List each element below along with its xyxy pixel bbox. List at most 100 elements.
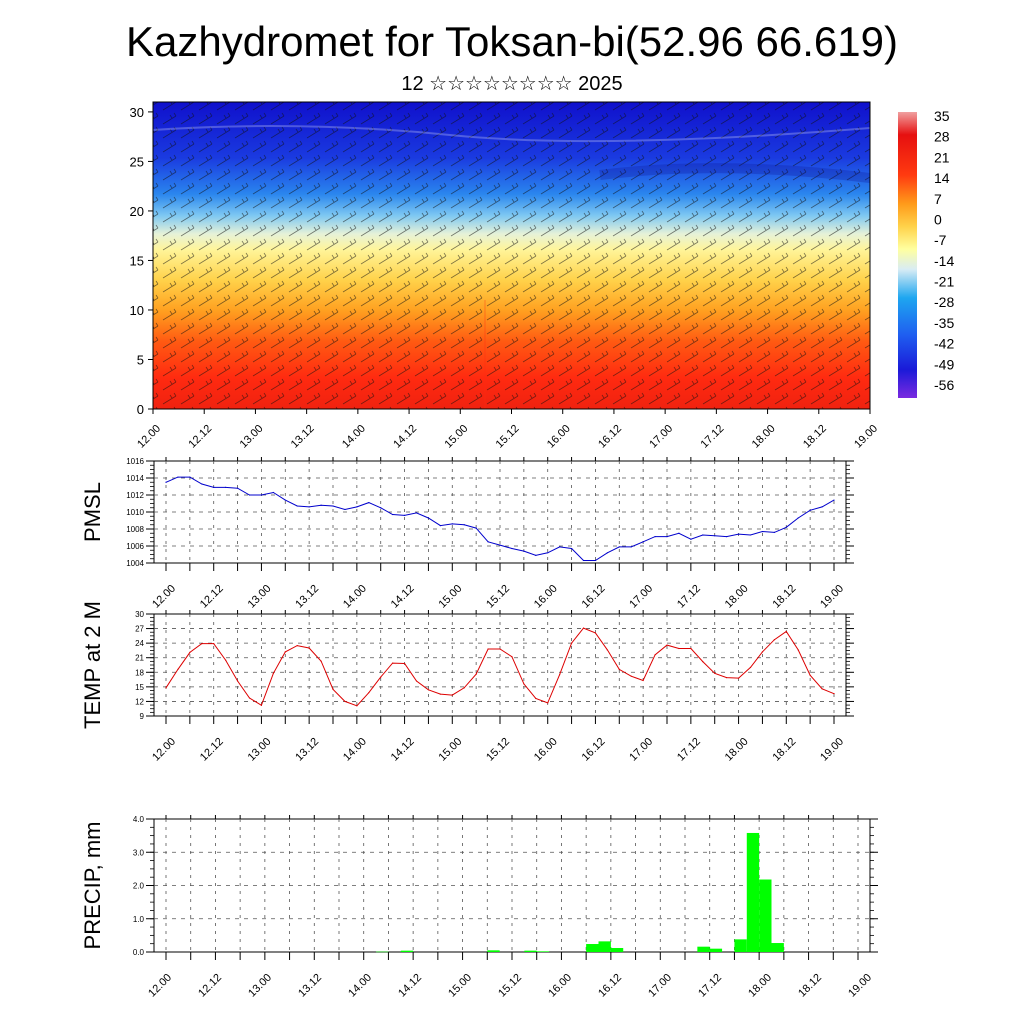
- data-point: [666, 644, 668, 646]
- data-point: [236, 680, 239, 682]
- y-axis-title: TEMP at 2 M: [80, 601, 105, 729]
- data-point: [797, 517, 799, 519]
- data-point: [177, 668, 179, 670]
- x-tick-label: 15.00: [436, 736, 464, 764]
- data-point: [248, 697, 251, 699]
- data-point: [606, 649, 608, 651]
- data-point: [451, 523, 453, 525]
- data-point: [726, 677, 728, 679]
- data-point: [189, 476, 191, 478]
- y-tick-label: 25: [130, 154, 144, 169]
- precip-bar: [524, 950, 537, 952]
- data-point: [702, 534, 704, 536]
- x-tick-label: 16.12: [596, 423, 624, 451]
- data-point: [344, 508, 346, 511]
- x-tick-label: 16.00: [532, 583, 560, 611]
- precip-bar: [376, 951, 389, 953]
- y-axis-title: PRECIP, mm: [80, 822, 105, 950]
- data-point: [642, 679, 644, 682]
- data-point: [618, 668, 620, 670]
- data-point: [714, 535, 716, 537]
- colorbar-ramp: [898, 112, 917, 398]
- x-tick-label: 18.12: [801, 423, 829, 451]
- x-tick-label: 16.12: [596, 972, 624, 1000]
- x-tick-label: 17.00: [627, 736, 655, 764]
- x-tick-label: 14.12: [389, 736, 417, 764]
- data-point: [415, 680, 418, 682]
- data-point: [523, 683, 525, 685]
- precip-bar: [759, 879, 772, 952]
- precip-bar: [610, 948, 624, 952]
- data-point: [594, 559, 597, 562]
- colorbar-label: 7: [934, 191, 942, 207]
- x-tick-label: 17.12: [696, 972, 724, 1000]
- y-tick-label: 27: [135, 625, 144, 634]
- y-tick-label: 1004: [126, 559, 144, 568]
- y-tick-label: 30: [130, 105, 144, 120]
- data-point: [570, 642, 573, 644]
- data-point: [726, 536, 728, 538]
- x-tick-label: 15.12: [494, 423, 522, 451]
- colorbar-labels: 35 28 21 14 7 0 -7 -14 -21 -28 -35 -42 -49 -56: [934, 108, 954, 393]
- data-point: [260, 494, 263, 496]
- x-tick-label: 18.12: [770, 736, 798, 764]
- colorbar-label: -7: [934, 232, 947, 248]
- data-point: [690, 647, 692, 650]
- x-tick-label: 17.00: [647, 423, 675, 451]
- heatmap-wind-barbs: [153, 102, 870, 409]
- data-point: [344, 700, 346, 703]
- colorbar-label: -56: [934, 377, 954, 393]
- precip-bar: [709, 948, 723, 952]
- x-tick-label: 13.12: [293, 736, 321, 764]
- y-tick-label: 20: [130, 204, 144, 219]
- data-point: [213, 643, 215, 645]
- data-point: [368, 692, 370, 694]
- data-point: [570, 547, 573, 550]
- x-tick-label: 13.12: [289, 423, 317, 451]
- data-point: [284, 651, 286, 653]
- data-point: [499, 648, 501, 650]
- data-point: [797, 649, 799, 651]
- data-point: [714, 672, 716, 674]
- data-point: [773, 531, 775, 534]
- data-point: [284, 499, 286, 501]
- x-tick-label: 17.12: [675, 583, 703, 611]
- data-point: [320, 660, 322, 662]
- y-tick-label: 21: [135, 654, 144, 663]
- x-tick-label: 18.00: [746, 972, 774, 1000]
- data-point: [392, 662, 394, 664]
- data-point: [749, 534, 752, 536]
- x-tick-label: 17.00: [646, 972, 674, 1000]
- data-point: [451, 694, 453, 696]
- data-point: [308, 506, 310, 508]
- x-tick-label: 14.00: [341, 583, 369, 611]
- data-point: [380, 676, 382, 678]
- data-point: [475, 527, 477, 529]
- data-point: [296, 505, 298, 507]
- data-point: [642, 541, 644, 543]
- x-tick-label: 13.12: [293, 583, 321, 611]
- data-point: [821, 688, 823, 690]
- data-point: [559, 674, 561, 676]
- y-tick-label: 15: [130, 253, 144, 268]
- x-tick-label: 12.00: [146, 972, 174, 1000]
- x-tick-label: 19.00: [852, 423, 880, 451]
- y-tick-label: 5: [137, 352, 144, 367]
- data-point: [392, 513, 394, 516]
- x-tick-label: 13.00: [246, 583, 274, 611]
- x-tick-label: 18.00: [750, 423, 778, 451]
- colorbar-label: -21: [934, 274, 954, 290]
- x-tick-label: 19.00: [818, 583, 846, 611]
- data-point: [547, 552, 549, 554]
- precip-bar: [598, 941, 611, 952]
- colorbar-label: 21: [934, 149, 950, 165]
- data-point: [201, 483, 203, 485]
- pmsl-panel: 1004 1006 1008 1010 1012 1014 1016 12.00 12.12 13…: [80, 457, 854, 611]
- data-point: [761, 651, 764, 653]
- data-point: [582, 559, 585, 562]
- x-tick-label: 16.12: [580, 736, 608, 764]
- x-tick-label: 14.00: [341, 736, 369, 764]
- heatmap-x-axis: 12.00 12.12 13.00 13.12 14.00 14.12 15.00 15.12…: [135, 409, 880, 451]
- colorbar-label: -49: [934, 356, 954, 372]
